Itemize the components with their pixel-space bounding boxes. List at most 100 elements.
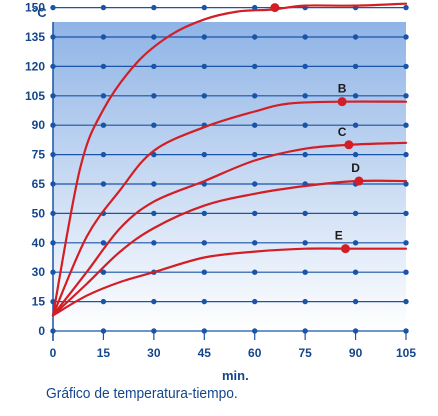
- x-tick-label: 0: [50, 346, 57, 360]
- y-tick-label: 40: [32, 236, 46, 250]
- grid-dot: [100, 63, 107, 70]
- grid-dot: [403, 151, 409, 158]
- grid-dot: [201, 269, 207, 275]
- grid-dot: [352, 34, 359, 40]
- y-tick-label: 30: [32, 265, 46, 279]
- grid-dot: [201, 151, 207, 158]
- grid-dot: [151, 63, 157, 70]
- grid-dot: [252, 181, 258, 187]
- grid-dot: [403, 298, 409, 305]
- x-tick-label: 45: [198, 346, 212, 360]
- grid-dot: [252, 298, 258, 305]
- y-tick-label: 105: [25, 89, 45, 103]
- x-tick-label: 60: [248, 346, 262, 360]
- grid-dot: [252, 151, 258, 158]
- grid-dot: [403, 181, 409, 187]
- grid-dot: [100, 240, 107, 246]
- curve-label-a: A: [271, 0, 280, 2]
- grid-dot: [151, 240, 157, 246]
- grid-dot: [403, 4, 409, 11]
- x-tick-label: 90: [349, 346, 363, 360]
- grid-dot: [302, 63, 308, 70]
- y-tick-label: 90: [32, 118, 46, 132]
- y-tick-label: 120: [25, 59, 45, 73]
- grid-dot: [403, 34, 409, 40]
- curve-c: [51, 141, 408, 317]
- grid-dot: [302, 240, 308, 246]
- grid-dot: [352, 122, 359, 128]
- curve-label-e: E: [335, 229, 343, 243]
- grid-dot: [201, 210, 207, 217]
- grid-dot: [352, 151, 359, 158]
- grid-dot: [252, 122, 258, 128]
- grid-dot: [100, 4, 107, 11]
- grid-dot: [352, 93, 359, 99]
- grid-dot: [100, 298, 107, 305]
- grid-dot: [201, 4, 207, 11]
- curve-label-c: C: [338, 125, 347, 139]
- x-tick-label: 105: [396, 346, 416, 360]
- grid-dot: [100, 34, 107, 40]
- grid-dot: [151, 93, 157, 99]
- curve-e: [51, 247, 408, 317]
- grid-dot: [302, 269, 308, 275]
- grid-dot: [50, 4, 56, 11]
- x-axis-unit-label: min.: [222, 368, 249, 383]
- curve-d: [51, 179, 408, 317]
- grid-dot: [100, 151, 107, 158]
- grid-dot: [302, 298, 308, 305]
- grid-dot: [252, 4, 258, 11]
- grid-dot: [151, 4, 157, 11]
- y-tick-label: 135: [25, 30, 45, 44]
- grid-dot: [201, 63, 207, 70]
- grid-dot: [352, 210, 359, 217]
- grid-dot: [252, 93, 258, 99]
- grid-dot: [352, 298, 359, 305]
- grid-dot: [252, 240, 258, 246]
- grid-dot: [302, 210, 308, 217]
- marker-c: [344, 140, 354, 150]
- grid-dot: [201, 93, 207, 99]
- curve-a: [51, 2, 408, 317]
- grid-dot: [201, 240, 207, 246]
- x-tick-label: 30: [147, 346, 161, 360]
- y-tick-label: 150: [25, 1, 45, 15]
- y-tick-label: 65: [32, 177, 46, 191]
- y-tick-label: 15: [32, 295, 46, 309]
- grid-dot: [352, 63, 359, 70]
- grid-dot: [100, 269, 107, 275]
- marker-b: [337, 97, 347, 107]
- grid-dot: [151, 34, 157, 40]
- grid-dot: [151, 298, 157, 305]
- grid-dot: [151, 181, 157, 187]
- grid-dot: [302, 122, 308, 128]
- grid-dot: [100, 122, 107, 128]
- grid-dot: [252, 210, 258, 217]
- grid-dot: [403, 210, 409, 217]
- plot-background: [53, 22, 406, 331]
- y-axis-unit-label: °C: [32, 5, 47, 20]
- grid-dot: [403, 93, 409, 99]
- grid-dot: [201, 298, 207, 305]
- marker-e: [340, 244, 350, 254]
- grid-dot: [252, 34, 258, 40]
- grid-dot: [100, 181, 107, 187]
- chart-caption: Gráfico de temperatura-tiempo.: [46, 385, 238, 402]
- curve-label-b: B: [338, 82, 347, 96]
- grid-dot: [252, 63, 258, 70]
- grid-dot: [151, 210, 157, 217]
- grid-dot: [302, 34, 308, 40]
- grid-dot: [403, 240, 409, 246]
- grid-dot: [100, 93, 107, 99]
- marker-d: [354, 176, 364, 186]
- grid-dot: [302, 151, 308, 158]
- y-tick-label: 0: [38, 324, 45, 338]
- grid-dot: [252, 269, 258, 275]
- grid-dot: [151, 151, 157, 158]
- grid-dot: [403, 63, 409, 70]
- grid-dot: [403, 269, 409, 275]
- grid-dot: [151, 122, 157, 128]
- grid-dot: [201, 34, 207, 40]
- curve-b: [51, 100, 408, 317]
